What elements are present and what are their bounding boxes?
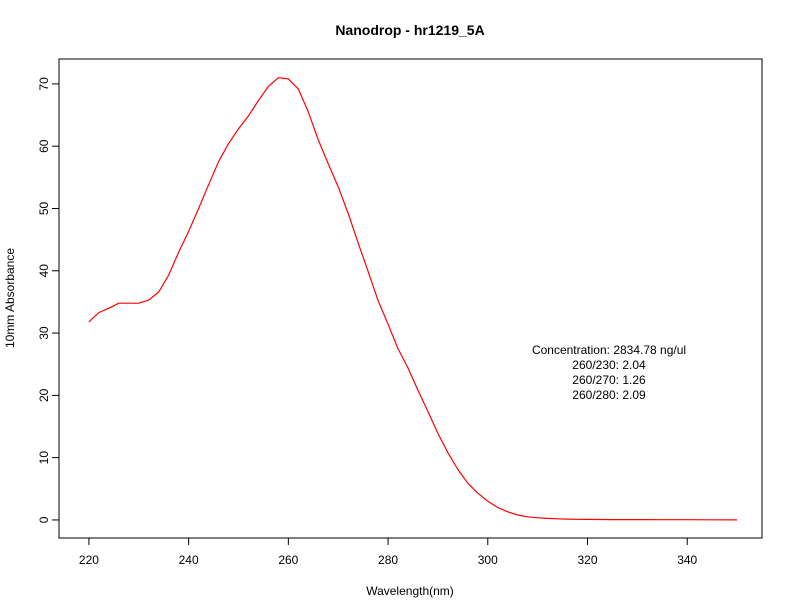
x-tick-label: 260 [278,553,298,567]
annotation-line: 260/270: 1.26 [572,373,646,387]
y-tick-label: 30 [37,326,51,340]
series-layer [88,77,738,521]
plot-frame [58,58,763,539]
y-tick-label: 50 [37,201,51,215]
x-tick-label: 340 [677,553,697,567]
x-axis: 220 240 260 280 300 320 340 [79,537,698,567]
y-tick-label: 40 [37,264,51,278]
x-tick-label: 240 [179,553,199,567]
absorbance-line [88,77,738,521]
y-tick-label: 70 [37,77,51,91]
x-tick-label: 280 [378,553,398,567]
y-axis-label: 10mm Absorbance [3,248,17,348]
chart-title: Nanodrop - hr1219_5A [335,22,484,38]
y-axis: 0 10 20 30 40 50 60 70 [37,77,60,523]
x-tick-label: 320 [577,553,597,567]
x-tick-label: 220 [79,553,99,567]
y-tick-label: 20 [37,388,51,402]
x-tick-label: 300 [478,553,498,567]
x-axis-label: Wavelength(nm) [366,584,454,598]
y-tick-label: 0 [37,516,51,523]
annotation-line: 260/280: 2.09 [572,388,646,402]
y-tick-label: 60 [37,139,51,153]
annotation-line: Concentration: 2834.78 ng/ul [532,343,686,357]
annotation-line: 260/230: 2.04 [572,358,646,372]
y-tick-label: 10 [37,451,51,465]
